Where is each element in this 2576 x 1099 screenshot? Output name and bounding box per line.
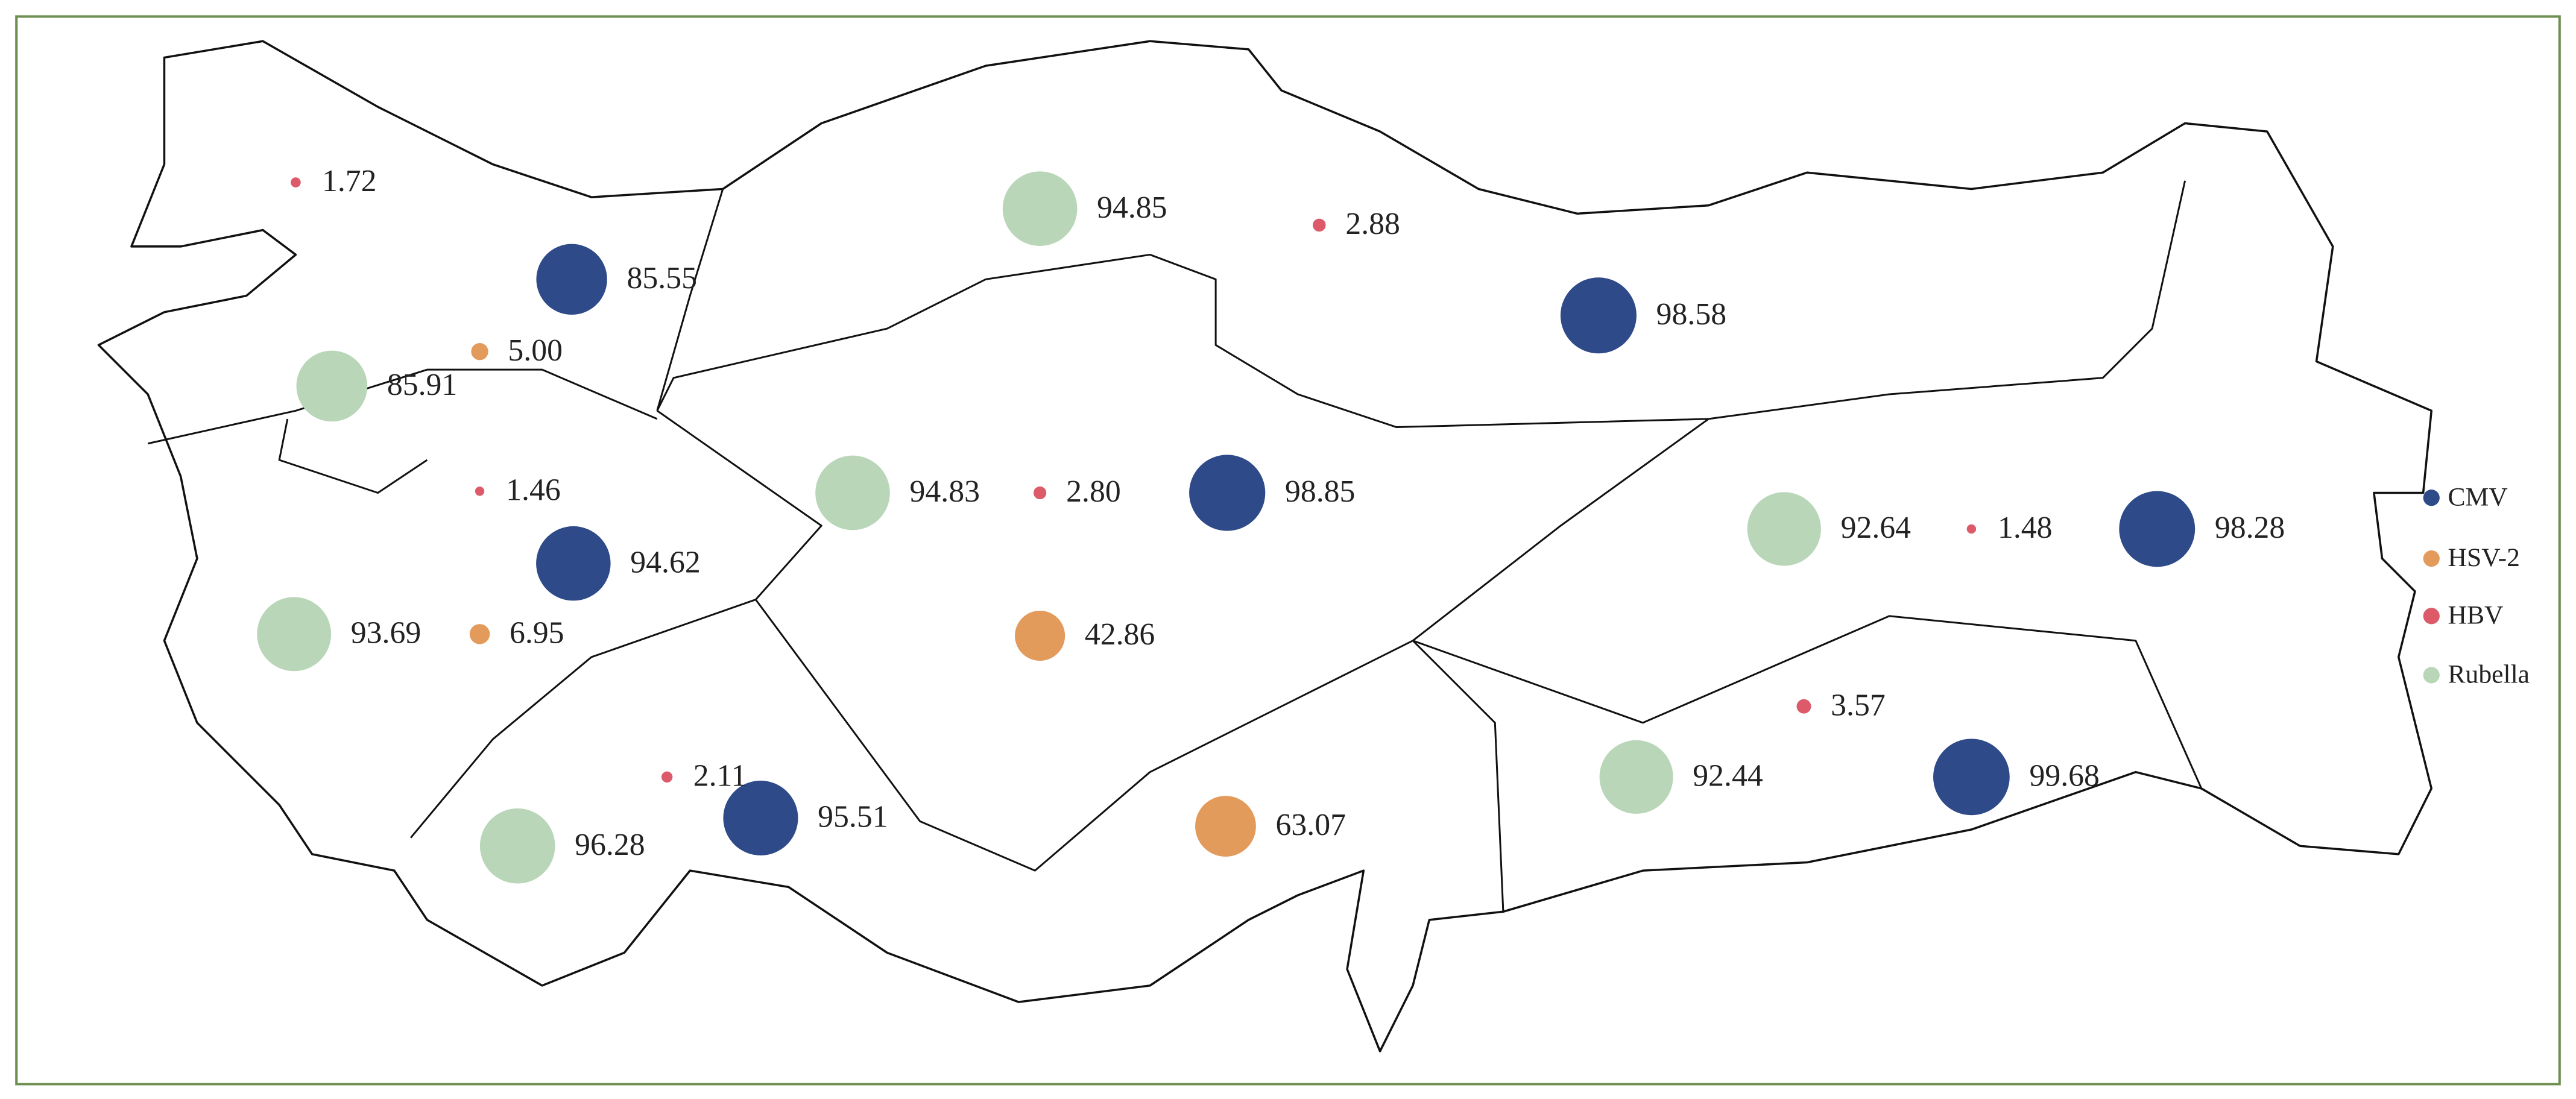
value-label: 5.00 xyxy=(508,333,563,368)
value-label: 6.95 xyxy=(510,616,564,650)
legend-marker xyxy=(2423,490,2440,506)
value-label: 94.83 xyxy=(910,474,980,509)
bubble xyxy=(723,780,798,855)
value-label: 85.55 xyxy=(627,261,697,295)
legend-label: HSV-2 xyxy=(2448,543,2519,572)
bubble xyxy=(257,597,332,672)
legend-label: CMV xyxy=(2448,482,2507,511)
bubble xyxy=(815,455,890,531)
bubble xyxy=(1796,699,1811,714)
value-label: 95.51 xyxy=(818,800,888,834)
bubble xyxy=(1966,524,1977,534)
bubble xyxy=(1189,455,1266,531)
bubble xyxy=(661,771,673,783)
value-label: 42.86 xyxy=(1085,617,1155,652)
bubble xyxy=(479,808,555,884)
value-label: 1.48 xyxy=(1998,511,2053,545)
legend-marker xyxy=(2423,550,2440,567)
bubble xyxy=(1747,492,1821,566)
bubble xyxy=(296,350,368,422)
bubbles: 85.55 98.58 98.85 94.62 98.28 99.68 95.51 5.00 6… xyxy=(257,164,2285,884)
value-label: 98.85 xyxy=(1285,474,1355,509)
value-label: 2.11 xyxy=(693,758,747,793)
value-label: 1.72 xyxy=(322,164,377,198)
bubble xyxy=(536,244,607,315)
legend-label: Rubella xyxy=(2448,660,2530,689)
value-label: 3.57 xyxy=(1831,688,1886,722)
legend-marker xyxy=(2423,667,2440,684)
value-label: 93.69 xyxy=(351,616,421,650)
value-label: 98.58 xyxy=(1656,297,1726,332)
bubble xyxy=(1033,486,1047,500)
value-label: 85.91 xyxy=(387,368,457,402)
bubble xyxy=(471,343,488,361)
legend: CMV HSV-2 HBV Rubella xyxy=(2423,482,2530,689)
bubble xyxy=(1015,610,1065,661)
value-label: 94.62 xyxy=(630,545,700,579)
value-label: 1.46 xyxy=(506,473,561,507)
legend-marker xyxy=(2423,608,2440,625)
country-outline xyxy=(97,40,2433,1053)
legend-label: HBV xyxy=(2448,601,2503,630)
value-label: 98.28 xyxy=(2215,511,2285,545)
value-label: 2.88 xyxy=(1345,207,1400,241)
bubble xyxy=(475,487,485,496)
bubble xyxy=(2119,491,2196,567)
bubble xyxy=(1599,740,1673,814)
value-label: 63.07 xyxy=(1276,808,1346,842)
value-label: 92.64 xyxy=(1841,511,1911,545)
bubble xyxy=(1312,218,1326,232)
value-label: 92.44 xyxy=(1693,758,1763,793)
bubble xyxy=(291,177,301,187)
bubble xyxy=(1933,738,2010,816)
value-label: 2.80 xyxy=(1066,474,1121,509)
value-label: 94.85 xyxy=(1097,191,1167,225)
value-label: 99.68 xyxy=(2029,758,2099,793)
region-borders xyxy=(147,180,2203,912)
bubble xyxy=(536,526,611,601)
bubble xyxy=(1560,277,1637,354)
bubble xyxy=(1002,171,1078,246)
bubble xyxy=(469,624,490,644)
value-label: 96.28 xyxy=(575,828,645,862)
bubble xyxy=(1195,796,1256,857)
